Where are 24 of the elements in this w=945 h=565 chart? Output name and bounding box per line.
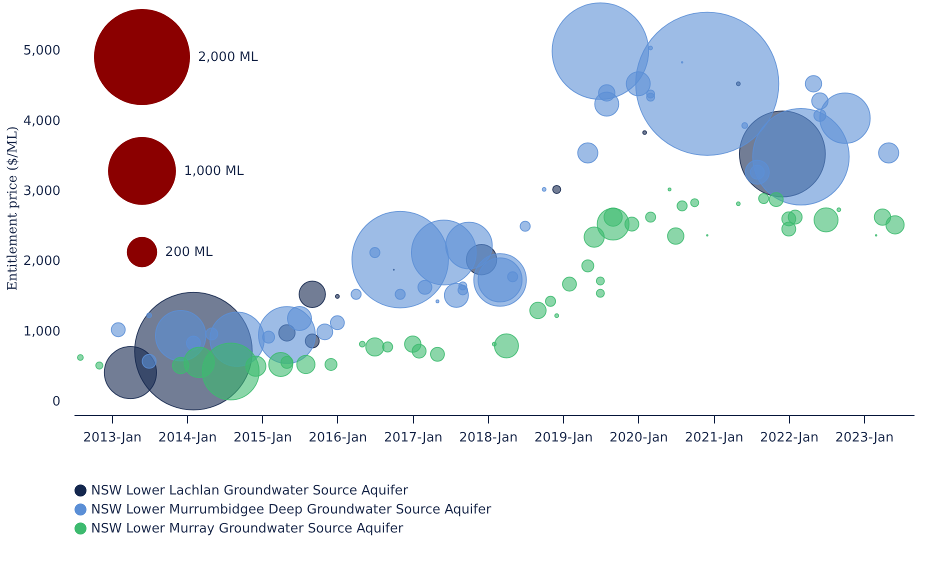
x-tick-label: 2019-Jan bbox=[534, 430, 593, 446]
y-tick-label: 0 bbox=[52, 394, 60, 410]
y-tick-label: 1,000 bbox=[23, 324, 60, 340]
x-tick-label: 2023-Jan bbox=[835, 430, 894, 446]
legend-label: NSW Lower Murray Groundwater Source Aquifer bbox=[91, 522, 404, 536]
legend-label: 200 ML bbox=[165, 245, 214, 260]
x-tick-label: 2013-Jan bbox=[83, 430, 142, 446]
legend-label: 2,000 ML bbox=[198, 50, 259, 65]
x-tick-label: 2015-Jan bbox=[233, 430, 292, 446]
x-tick-label: 2021-Jan bbox=[684, 430, 744, 446]
y-tick-label: 3,000 bbox=[23, 184, 60, 199]
y-tick-label: 4,000 bbox=[23, 114, 60, 129]
x-tick-label: 2020-Jan bbox=[609, 430, 668, 446]
x-tick-label: 2014-Jan bbox=[158, 430, 217, 446]
y-tick-label: 2,000 bbox=[23, 254, 60, 270]
x-tick-label: 2016-Jan bbox=[308, 430, 368, 446]
y-axis-title: Entitlement price ($/ML) bbox=[5, 126, 20, 291]
legend-label: NSW Lower Lachlan Groundwater Source Aquifer bbox=[91, 484, 409, 498]
x-tick-label: 2017-Jan bbox=[384, 430, 443, 446]
x-tick-label: 2018-Jan bbox=[459, 430, 518, 446]
legend-label: NSW Lower Murrumbidgee Deep Groundwater Source Aquifer bbox=[91, 502, 492, 518]
y-tick-label: 5,000 bbox=[23, 44, 60, 59]
x-tick-label: 2022-Jan bbox=[760, 430, 819, 446]
legend-label: 1,000 ML bbox=[184, 164, 245, 179]
